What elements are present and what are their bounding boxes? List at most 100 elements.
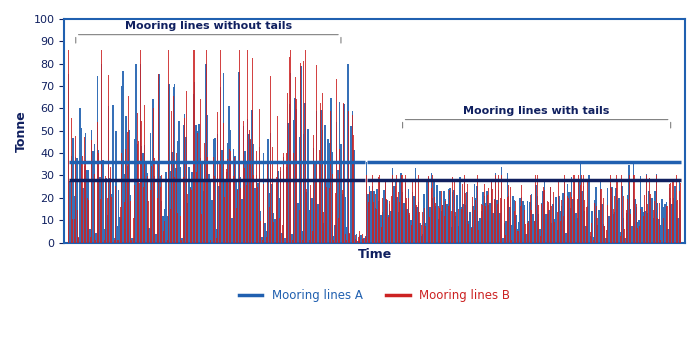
Bar <box>287 123 288 243</box>
Bar <box>270 133 272 243</box>
Bar <box>349 233 350 243</box>
Bar <box>597 218 598 243</box>
Bar <box>406 209 407 243</box>
Bar <box>91 130 92 243</box>
Bar <box>577 218 578 243</box>
Bar <box>643 212 644 243</box>
Bar <box>116 131 117 243</box>
Bar <box>370 177 372 243</box>
Bar <box>508 196 510 243</box>
Bar <box>226 169 227 243</box>
Bar <box>485 203 486 243</box>
Bar <box>507 173 508 243</box>
Bar <box>207 157 208 243</box>
Bar <box>204 160 206 243</box>
Bar <box>518 222 519 243</box>
Bar <box>418 175 419 243</box>
Bar <box>101 50 102 243</box>
Bar <box>300 66 302 243</box>
Bar <box>246 161 247 243</box>
Bar <box>664 207 666 243</box>
Bar <box>432 198 433 243</box>
Bar <box>512 191 513 243</box>
Bar <box>230 130 231 243</box>
Bar <box>451 211 452 243</box>
Bar <box>196 173 197 243</box>
Bar <box>442 205 443 243</box>
Bar <box>193 50 194 243</box>
Bar <box>368 194 369 243</box>
Bar <box>642 202 643 243</box>
Bar <box>619 199 620 243</box>
Bar <box>452 192 454 243</box>
Bar <box>261 237 262 243</box>
Bar <box>369 186 370 243</box>
Bar <box>656 174 657 243</box>
Bar <box>652 218 655 243</box>
Bar <box>328 139 329 243</box>
Bar <box>391 211 392 243</box>
Bar <box>77 210 78 243</box>
Bar <box>284 238 286 243</box>
Bar <box>478 220 480 243</box>
Bar <box>578 175 580 243</box>
Bar <box>279 218 280 243</box>
Bar <box>358 240 359 243</box>
Bar <box>638 220 640 243</box>
Bar <box>548 202 550 243</box>
Bar <box>426 178 428 243</box>
Bar <box>486 195 488 243</box>
Bar <box>326 187 327 243</box>
Bar <box>111 197 112 243</box>
Bar <box>299 210 300 243</box>
Bar <box>306 192 307 243</box>
Bar <box>329 188 330 243</box>
Bar <box>505 235 506 243</box>
Bar <box>359 231 360 243</box>
Bar <box>218 186 220 243</box>
Bar <box>330 98 332 243</box>
Bar <box>627 195 629 243</box>
Bar <box>315 179 316 243</box>
Bar <box>289 57 290 243</box>
Bar <box>111 194 112 243</box>
Bar <box>314 162 316 243</box>
Bar <box>554 219 555 243</box>
Bar <box>184 118 185 243</box>
Bar <box>151 162 153 243</box>
Bar <box>345 234 346 243</box>
Bar <box>527 223 528 243</box>
Bar <box>330 111 331 243</box>
Bar <box>140 50 141 243</box>
Bar <box>147 173 148 243</box>
Bar <box>290 73 291 243</box>
Bar <box>103 158 104 243</box>
Bar <box>155 234 157 243</box>
Bar <box>644 211 645 243</box>
Bar <box>243 126 244 243</box>
Bar <box>180 216 181 243</box>
Bar <box>433 182 435 243</box>
Bar <box>429 208 430 243</box>
Bar <box>413 196 415 243</box>
Bar <box>281 233 283 243</box>
Bar <box>251 110 253 243</box>
Bar <box>648 191 650 243</box>
Bar <box>489 203 491 243</box>
Bar <box>462 204 463 243</box>
Bar <box>607 188 608 243</box>
Bar <box>92 173 93 243</box>
Bar <box>382 198 383 243</box>
Bar <box>657 218 658 243</box>
Bar <box>634 199 636 243</box>
Bar <box>585 226 587 243</box>
Bar <box>568 192 570 243</box>
Bar <box>680 183 681 243</box>
Bar <box>281 225 283 243</box>
Bar <box>667 206 668 243</box>
Bar <box>640 176 641 243</box>
Bar <box>678 181 680 243</box>
Bar <box>84 137 85 243</box>
Bar <box>570 208 571 243</box>
Bar <box>601 204 603 243</box>
